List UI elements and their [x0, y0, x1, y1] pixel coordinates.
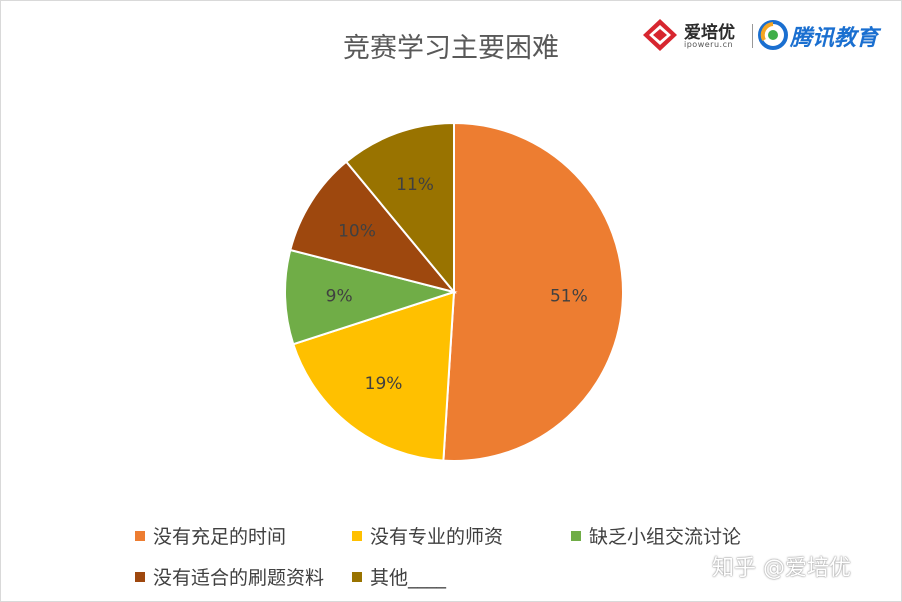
pie-slice-5 — [344, 121, 455, 295]
ipoweru-logo-text: 爱培优 — [684, 23, 735, 43]
pie-data-label-1: 51% — [550, 287, 588, 307]
pie-slice-4 — [289, 160, 457, 294]
tencent-logo-text: 腾讯教育 — [790, 26, 879, 51]
ipoweru-logo-icon — [643, 19, 677, 51]
ipoweru-logo-subtext: ipoweru.cn — [684, 40, 734, 49]
pie-data-label-4: 10% — [338, 221, 376, 241]
pie-data-label-5: 11% — [396, 175, 434, 195]
pie-slice-1 — [442, 121, 624, 462]
pie-slice-3 — [283, 248, 458, 346]
logo-separator — [752, 24, 753, 48]
logo-area: 爱培优 ipoweru.cn 腾讯教育 — [640, 16, 890, 56]
chart-title: 竞赛学习主要困难 — [343, 33, 559, 64]
tencent-logo-icon — [758, 20, 788, 50]
watermark: 知乎 @爱培优 — [712, 556, 851, 581]
pie-slice-2 — [292, 290, 456, 462]
pie-data-label-2: 19% — [365, 374, 403, 394]
pie-data-label-3: 9% — [326, 287, 353, 307]
